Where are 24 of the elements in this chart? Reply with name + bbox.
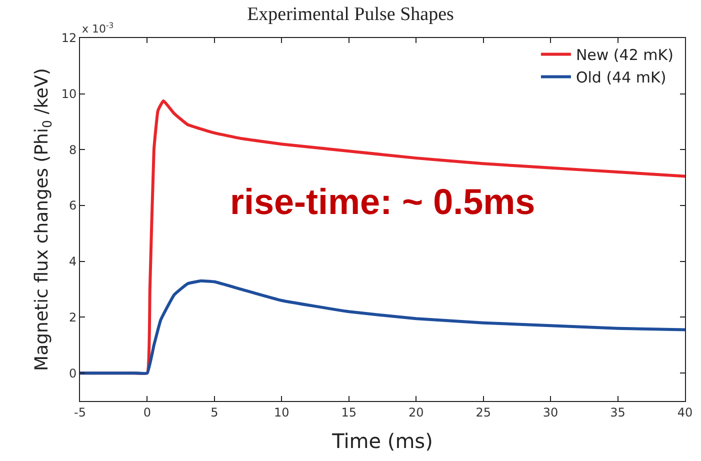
x-tick-label: 5 bbox=[210, 405, 218, 420]
x-tick-label: 15 bbox=[341, 405, 357, 420]
x-tick-label: 30 bbox=[542, 405, 558, 420]
y-tick-label: 4 bbox=[68, 254, 77, 269]
x-tick-label: -5 bbox=[74, 405, 86, 420]
x-tick-label: 20 bbox=[408, 405, 424, 420]
legend-label: New (42 mK) bbox=[576, 46, 674, 64]
y-tick-label: 6 bbox=[68, 198, 77, 213]
x-axis-title: Time (ms) bbox=[331, 428, 433, 453]
x-tick-label: 0 bbox=[143, 405, 152, 420]
chart-title: Experimental Pulse Shapes bbox=[247, 4, 454, 26]
x-tick-label: 40 bbox=[677, 405, 693, 420]
annotation: rise-time: ~ 0.5ms bbox=[230, 181, 536, 222]
x-tick-label: 35 bbox=[610, 405, 626, 420]
y-tick-label: 2 bbox=[68, 310, 77, 324]
y-tick-label: 0 bbox=[68, 366, 77, 380]
legend-label: Old (44 mK) bbox=[576, 68, 666, 87]
x-tick-label: 25 bbox=[476, 405, 491, 420]
y-tick-label: 12 bbox=[61, 31, 77, 46]
x-tick-label: 10 bbox=[274, 405, 290, 420]
y-tick-label: 10 bbox=[61, 87, 77, 102]
line-series bbox=[80, 279, 685, 375]
text: x 10$^{-3}$ bbox=[82, 21, 114, 36]
y-tick-label: 8 bbox=[68, 142, 77, 157]
